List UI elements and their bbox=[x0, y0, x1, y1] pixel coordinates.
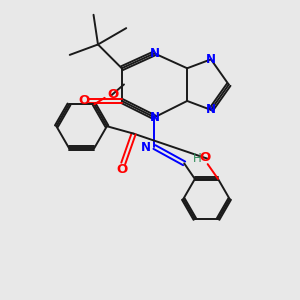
Text: N: N bbox=[141, 140, 151, 154]
Text: N: N bbox=[206, 103, 216, 116]
Text: H: H bbox=[193, 152, 202, 165]
Text: N: N bbox=[149, 111, 160, 124]
Text: O: O bbox=[78, 94, 89, 107]
Text: O: O bbox=[107, 88, 118, 101]
Text: O: O bbox=[199, 151, 210, 164]
Text: N: N bbox=[149, 47, 160, 60]
Text: O: O bbox=[116, 164, 128, 176]
Text: N: N bbox=[206, 53, 216, 66]
